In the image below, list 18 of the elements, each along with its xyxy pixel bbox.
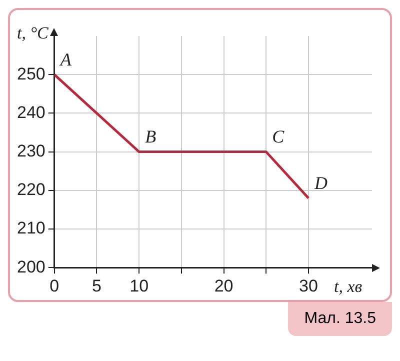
annotation: B	[145, 126, 156, 147]
x-tick-label: 20	[214, 276, 234, 296]
y-axis-title: t, °C	[16, 23, 50, 42]
y-tick-label: 250	[16, 64, 46, 84]
x-axis-title: t, хв	[334, 277, 363, 296]
y-tick-label: 210	[16, 218, 46, 238]
x-tick-label: 10	[130, 276, 149, 296]
x-tick-label: 5	[92, 276, 102, 296]
y-tick-label: 230	[16, 141, 46, 160]
y-tick-label: 240	[16, 102, 46, 122]
annotation: A	[59, 49, 72, 70]
x-tick-label: 30	[299, 276, 318, 296]
annotation: D	[313, 172, 328, 193]
annotation: C	[272, 126, 286, 147]
x-tick-label: 0	[50, 276, 60, 296]
y-tick-label: 200	[16, 257, 46, 276]
text: Мал. 13.5	[288, 302, 392, 336]
y-tick-label: 220	[16, 180, 46, 200]
